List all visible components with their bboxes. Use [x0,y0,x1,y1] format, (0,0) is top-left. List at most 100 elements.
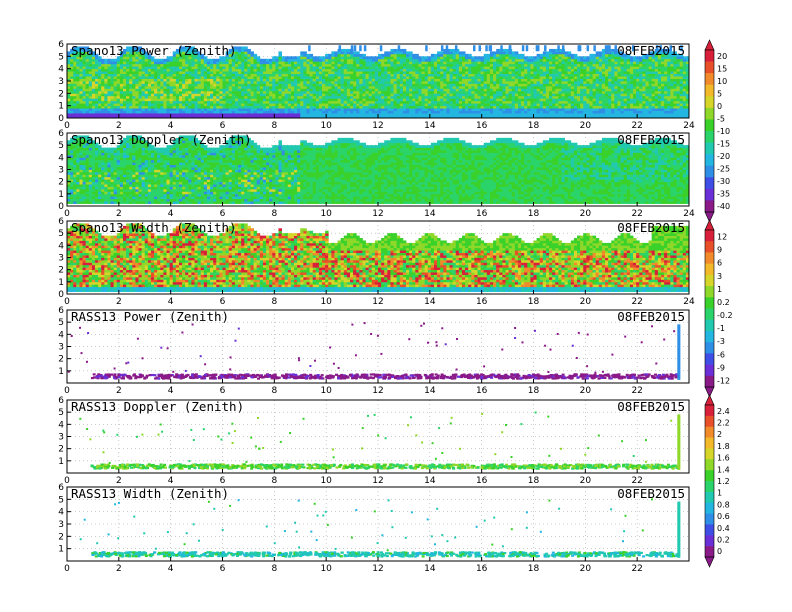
heatmap-cell [284,78,289,82]
heatmap-cell [303,105,307,109]
heatmap-cell [119,73,124,77]
heatmap-cell [371,103,376,107]
heatmap-cell [570,108,575,111]
heatmap-cell [157,108,161,111]
heatmap-cell [157,81,161,84]
heatmap-cell [514,103,519,107]
heatmap-cell [129,88,133,92]
heatmap-cell [113,68,118,72]
heatmap-cell [390,61,394,65]
heatmap-cell [141,78,146,82]
heatmap-cell [368,63,373,67]
heatmap-cell [122,115,127,119]
heatmap-cell [580,78,584,82]
heatmap-cell [642,85,646,89]
heatmap-cell [312,103,317,107]
heatmap-cell [558,66,562,70]
heatmap-cell [390,73,394,77]
heatmap-cell [527,88,531,92]
heatmap-cell [150,100,155,104]
heatmap-cell [94,105,99,109]
heatmap-cell [200,58,205,62]
heatmap-cell [499,98,503,102]
heatmap-cell [113,115,118,119]
heatmap-cell [98,56,102,60]
heatmap-cell [642,81,646,84]
heatmap-cell [542,98,547,102]
heatmap-cell [552,83,556,87]
heatmap-cell [67,66,71,70]
heatmap-cell [489,108,494,111]
heatmap-cell [67,113,71,116]
heatmap-cell [586,108,590,111]
heatmap-cell [275,73,279,77]
heatmap-cell [483,110,488,114]
heatmap-cell [573,85,578,89]
heatmap-cell [598,56,603,60]
heatmap-cell [197,95,202,99]
heatmap-cell [188,98,192,102]
heatmap-cell [468,83,472,87]
heatmap-cell [396,98,401,102]
heatmap-cell [309,95,314,99]
heatmap-cell [446,53,450,57]
heatmap-cell [617,113,621,116]
heatmap-cell [371,108,376,111]
heatmap-cell [486,95,491,99]
heatmap-cell [110,83,115,87]
heatmap-cell [443,98,447,102]
heatmap-cell [219,108,223,111]
heatmap-cell [639,95,643,99]
heatmap-cell [91,105,96,109]
heatmap-cell [122,71,127,74]
heatmap-cell [446,108,450,111]
heatmap-cell [303,100,307,104]
heatmap-cell [238,61,242,65]
heatmap-cell [76,85,80,89]
heatmap-cell [262,76,267,79]
heatmap-cell [281,88,286,92]
heatmap-cell [231,46,236,50]
heatmap-cell [98,105,102,109]
heatmap-cell [486,68,491,72]
heatmap-cell [210,103,214,107]
heatmap-cell [303,95,307,99]
heatmap-cell [325,63,329,67]
heatmap-cell [91,103,96,107]
heatmap-cell [573,103,578,107]
heatmap-cell [589,71,593,74]
heatmap-cell [446,76,450,79]
heatmap-cell [234,103,239,107]
heatmap-cell [219,110,223,114]
heatmap-cell [455,113,460,116]
heatmap-cell [297,81,301,84]
heatmap-cell [539,56,544,60]
heatmap-cell [238,46,242,50]
heatmap-cell [362,115,366,119]
heatmap-cell [636,61,640,65]
heatmap-cell [200,85,205,89]
heatmap-cell [259,78,264,82]
heatmap-cell [269,93,273,97]
heatmap-cell [157,73,161,77]
heatmap-cell [191,73,195,77]
heatmap-cell [623,110,628,114]
heatmap-cell [191,93,195,97]
heatmap-cell [402,51,407,55]
heatmap-cell [154,68,158,72]
heatmap-cell [210,113,214,116]
heatmap-cell [241,98,245,102]
heatmap-cell [343,48,348,52]
heatmap-cell [290,103,295,107]
heatmap-cell [443,53,447,57]
heatmap-cell [247,115,251,119]
heatmap-cell [337,93,342,97]
heatmap-cell [343,56,348,60]
heatmap-cell [455,71,460,74]
heatmap-cell [471,78,475,82]
heatmap-cell [536,66,541,70]
heatmap-cell [259,71,264,74]
heatmap-cell [178,71,183,74]
heatmap-cell [231,73,236,77]
heatmap-cell [527,83,531,87]
